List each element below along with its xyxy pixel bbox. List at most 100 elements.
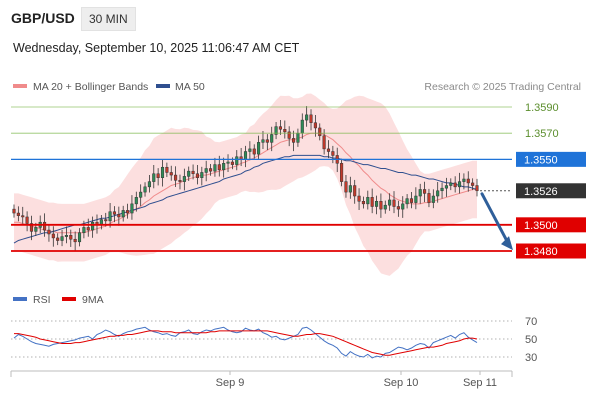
candle — [436, 182, 440, 203]
candle — [396, 200, 400, 217]
candle-body-down — [423, 189, 427, 194]
candle-body-down — [309, 114, 313, 123]
level-1-3550: 1.3550 — [11, 151, 586, 167]
candle — [374, 195, 379, 215]
ma9-legend-swatch — [62, 297, 76, 301]
candle-body-down — [340, 163, 344, 182]
candle-body-up — [257, 142, 261, 155]
candle — [226, 154, 230, 173]
candle — [204, 160, 208, 182]
candle — [195, 164, 199, 185]
candle — [427, 188, 431, 208]
candle-body-down — [169, 172, 173, 176]
pair-title: GBP/USD — [11, 10, 75, 26]
candle-body-up — [91, 221, 95, 231]
rsi-line — [13, 326, 478, 359]
interval-selector[interactable]: 30 MIN — [81, 7, 136, 31]
candle — [344, 174, 348, 198]
candle-body-down — [86, 227, 90, 231]
candle — [69, 229, 73, 247]
candle — [440, 182, 444, 199]
candle — [213, 157, 217, 177]
rsi-tick-label: 70 — [525, 316, 537, 328]
candle-body-up — [147, 181, 151, 188]
candle-body-down — [396, 206, 400, 210]
candle-body-up — [270, 134, 274, 143]
candle — [191, 164, 195, 180]
level-label: 1.3570 — [525, 128, 559, 140]
ma20-legend-label: MA 20 + Bollinger Bands — [33, 81, 148, 93]
candle — [348, 176, 352, 199]
candle-body-up — [34, 227, 38, 232]
candle-body-up — [187, 170, 191, 177]
candle — [60, 229, 64, 247]
candle-body-down — [357, 195, 361, 202]
candle — [235, 150, 239, 171]
candle-body-down — [265, 139, 269, 143]
candle — [457, 172, 462, 194]
candle — [165, 162, 169, 178]
candle-body-down — [318, 127, 322, 137]
candle-body-up — [243, 151, 248, 160]
level-badge — [516, 151, 586, 167]
candle-body-up — [401, 203, 405, 210]
candle-body-down — [427, 193, 431, 203]
candle-body-down — [322, 135, 326, 150]
candle — [47, 224, 51, 242]
candle-body-down — [16, 212, 20, 216]
candle-body-down — [466, 178, 470, 184]
candle-body-up — [200, 172, 204, 178]
arrow-head — [501, 236, 513, 251]
rsi-legend-swatch — [13, 297, 27, 301]
candle-body-up — [261, 139, 265, 143]
candle-body-down — [104, 219, 108, 222]
candle-body-up — [274, 126, 278, 135]
candle-body-up — [300, 119, 304, 134]
candle-body-up — [436, 190, 440, 197]
candle-body-down — [392, 199, 396, 207]
candle — [25, 211, 29, 232]
candle-body-down — [475, 185, 479, 192]
candle-body-up — [418, 189, 422, 197]
rsi-legend-label: RSI — [33, 294, 51, 306]
candle-body-down — [25, 216, 29, 224]
candle — [86, 218, 90, 237]
credit-text: Research © 2025 Trading Central — [424, 81, 581, 93]
candle-body-up — [222, 163, 226, 171]
candle — [409, 191, 414, 209]
candle — [379, 193, 383, 218]
level-label: 1.3480 — [524, 246, 558, 258]
candle — [108, 202, 112, 228]
candle-body-down — [51, 233, 55, 239]
candle — [51, 226, 55, 247]
candle — [475, 178, 479, 197]
candle-body-up — [121, 210, 125, 218]
x-tick-label: Sep 11 — [463, 377, 497, 389]
candle — [222, 157, 226, 178]
candle — [121, 205, 125, 222]
candle-body-up — [77, 232, 82, 243]
candle — [187, 166, 191, 181]
candle-body-down — [287, 131, 291, 139]
candle — [305, 106, 309, 127]
candle-body-up — [226, 161, 230, 164]
candle — [77, 228, 82, 247]
candle-body-up — [204, 168, 208, 173]
candle-body-down — [471, 182, 475, 186]
candle — [252, 144, 256, 159]
candle — [147, 174, 151, 193]
candle — [29, 215, 34, 241]
candle-body-down — [29, 223, 34, 232]
candle-body-up — [64, 235, 68, 237]
candle-body-down — [353, 185, 357, 197]
candle-body-down — [278, 126, 282, 130]
candle-body-up — [305, 114, 309, 121]
candle — [82, 220, 86, 239]
candle — [274, 122, 278, 140]
candle — [283, 120, 287, 139]
candle-body-up — [444, 185, 448, 189]
candle-body-down — [230, 161, 234, 165]
candle — [388, 193, 392, 211]
candle — [117, 206, 121, 226]
